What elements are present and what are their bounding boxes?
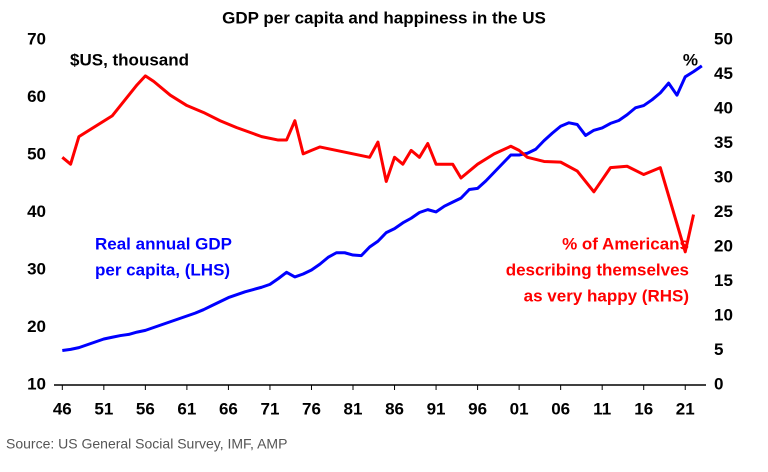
x-tick-label: 71: [260, 399, 279, 418]
annotation: describing themselves: [506, 260, 689, 279]
annotation: per capita, (LHS): [95, 260, 230, 279]
y2-tick-label: 20: [714, 236, 733, 255]
x-tick-label: 21: [676, 399, 695, 418]
series-line: [61, 74, 696, 254]
y2-tick-label: 35: [714, 133, 733, 152]
x-tick-label: 01: [510, 399, 529, 418]
y2-tick-label: 40: [714, 98, 733, 117]
y-tick-label: 30: [27, 259, 46, 278]
x-tick-label: 81: [344, 399, 363, 418]
y2-tick-label: 0: [714, 374, 723, 393]
x-tick-label: 56: [136, 399, 155, 418]
y-tick-label: 50: [27, 144, 46, 163]
y-tick-label: 20: [27, 317, 46, 336]
y2-tick-label: 30: [714, 167, 733, 186]
series-line: [62, 64, 703, 352]
x-tick-label: 61: [177, 399, 196, 418]
y2-tick-label: 45: [714, 64, 733, 83]
x-tick-label: 96: [468, 399, 487, 418]
y2-tick-label: 50: [714, 29, 733, 48]
x-tick-label: 91: [427, 399, 446, 418]
annotation: % of Americans: [562, 234, 689, 253]
x-tick-label: 06: [551, 399, 570, 418]
y2-tick-label: 5: [714, 340, 723, 359]
chart-title: GDP per capita and happiness in the US: [222, 8, 546, 27]
y2-tick-label: 10: [714, 305, 733, 324]
y2-axis-label: %: [683, 50, 698, 69]
y-tick-label: 70: [27, 29, 46, 48]
x-tick-label: 51: [94, 399, 113, 418]
x-tick-label: 11: [593, 399, 611, 418]
x-tick-label: 66: [219, 399, 238, 418]
y2-tick-label: 25: [714, 202, 733, 221]
y2-tick-label: 15: [714, 271, 733, 290]
x-tick-label: 86: [385, 399, 404, 418]
y-tick-label: 60: [27, 87, 46, 106]
annotation: as very happy (RHS): [524, 286, 689, 305]
y-tick-label: 10: [27, 374, 46, 393]
source: Source: US General Social Survey, IMF, A…: [6, 436, 287, 452]
annotation: Real annual GDP: [95, 234, 232, 253]
x-tick-label: 76: [302, 399, 321, 418]
y-tick-label: 40: [27, 202, 46, 221]
y-axis-label: $US, thousand: [70, 50, 189, 69]
x-tick-label: 46: [53, 399, 72, 418]
x-tick-label: 16: [634, 399, 653, 418]
